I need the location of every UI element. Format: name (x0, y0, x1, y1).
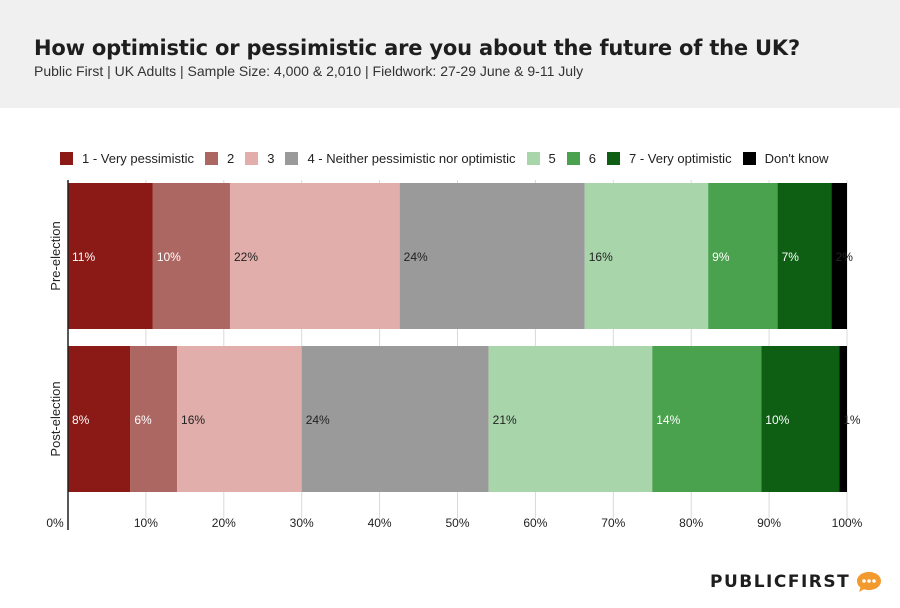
stacked-bar-chart: 11% 10% 22% 24% 16% 9% 7% 2% Pre-election 8% 6% 16%… (46, 180, 863, 530)
x-tick-label: 70% (601, 516, 625, 530)
data-label: 22% (234, 250, 258, 264)
logo-text: PUBLICFIRST (710, 572, 851, 592)
legend-label: 2 (226, 150, 235, 166)
x-tick-label: 20% (212, 516, 236, 530)
data-label: 16% (181, 413, 205, 427)
data-label: 16% (589, 250, 613, 264)
category-label: Pre-election (48, 221, 63, 290)
x-tick-label: 50% (445, 516, 469, 530)
data-label: 1% (843, 413, 861, 427)
data-label: 14% (656, 413, 680, 427)
legend-label: 4 - Neither pessimistic nor optimistic (307, 150, 516, 166)
legend-label: 5 (548, 150, 556, 166)
legend-swatch (285, 151, 299, 165)
x-tick-label: 40% (368, 516, 392, 530)
legend-label: 3 (267, 150, 275, 166)
bar-segment (652, 346, 762, 492)
x-tick-label: 10% (134, 516, 158, 530)
legend-swatch (245, 151, 259, 165)
legend-item: 3 (245, 151, 274, 166)
bar-segment (301, 346, 489, 492)
bar-segment (68, 346, 131, 492)
data-label: 6% (134, 413, 152, 427)
data-label: 8% (72, 413, 90, 427)
data-label: 2% (836, 250, 854, 264)
legend-item: 4 - Neither pessimistic nor optimistic (285, 150, 516, 166)
legend-item: 5 (526, 150, 556, 166)
bar-segment (777, 183, 832, 329)
bar-segment (152, 183, 230, 329)
bar-segment (488, 346, 653, 492)
legend-item: Don't know (742, 150, 829, 166)
bar-segment (399, 183, 585, 329)
legend-label: 7 - Very optimistic (628, 150, 732, 166)
data-label: 10% (157, 250, 181, 264)
x-tick-label: 90% (757, 516, 781, 530)
x-tick-label: 30% (290, 516, 314, 530)
legend-label: 1 - Very pessimistic (82, 150, 194, 166)
data-label: 24% (404, 250, 428, 264)
data-label: 10% (765, 413, 789, 427)
data-label: 21% (493, 413, 517, 427)
public-first-logo: PUBLICFIRST (710, 570, 882, 594)
legend-item: 7 - Very optimistic (606, 150, 732, 166)
category-label: Post-election (48, 381, 63, 456)
bar-segment (839, 346, 847, 492)
legend-swatch (742, 151, 756, 165)
data-label: 11% (72, 250, 95, 264)
x-tick-label: 0% (46, 516, 64, 530)
bar-segment (831, 183, 847, 329)
legend-item: 6 (566, 150, 596, 166)
x-tick-label: 80% (679, 516, 703, 530)
chart-subtitle: Public First | UK Adults | Sample Size: … (34, 63, 584, 79)
legend-swatch (60, 151, 73, 165)
header-band: How optimistic or pessimistic are you ab… (0, 0, 900, 108)
legend-label: 6 (588, 150, 596, 166)
x-tick-label: 60% (523, 516, 547, 530)
bar-segment (130, 346, 178, 492)
legend-item: 1 - Very pessimistic (60, 151, 194, 166)
bar-segment (761, 346, 840, 492)
data-label: 24% (306, 413, 330, 427)
legend-label: Don't know (764, 150, 829, 166)
bar-segment (229, 183, 400, 329)
speech-bubble-icon (857, 572, 882, 592)
bar-segment (68, 183, 153, 329)
legend-swatch (566, 151, 580, 165)
legend-swatch (526, 151, 540, 165)
chart-legend: 1 - Very pessimistic 2 3 4 - Neither pessim… (60, 148, 880, 168)
legend-swatch (606, 151, 620, 165)
bar-segment (584, 183, 709, 329)
x-tick-label: 100% (832, 516, 863, 530)
bar-segment (708, 183, 778, 329)
legend-item: 2 (204, 150, 235, 166)
legend-swatch (204, 151, 218, 165)
data-label: 7% (782, 250, 800, 264)
chart-title: How optimistic or pessimistic are you ab… (34, 36, 800, 60)
data-label: 9% (712, 250, 730, 264)
bar-segment (177, 346, 302, 492)
